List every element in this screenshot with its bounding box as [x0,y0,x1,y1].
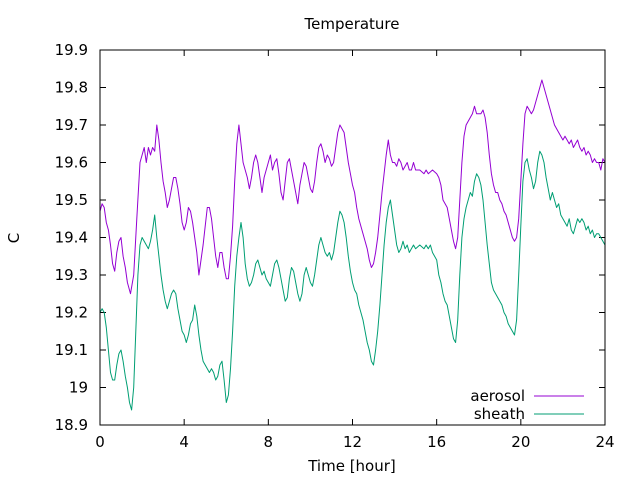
x-tick-label: 4 [179,433,189,451]
y-tick-label: 19.3 [55,266,88,284]
y-tick-label: 19.8 [55,79,88,97]
x-tick-label: 12 [343,433,362,451]
legend: aerosol sheath [470,387,584,423]
y-tick-label: 19.5 [55,191,88,209]
plot-frame [99,49,606,426]
x-tick-label: 24 [595,433,614,451]
y-tick-label: 19.1 [55,341,88,359]
series-line-sheath [99,150,606,411]
x-tick-label: 0 [95,433,105,451]
y-tick-label: 19 [69,379,88,397]
y-tick-label: 18.9 [55,416,88,434]
x-tick-label: 20 [511,433,530,451]
y-tick-label: 19.7 [55,116,88,134]
legend-label-aerosol: aerosol [470,387,525,405]
y-tick-label: 19.4 [55,229,88,247]
series-line-aerosol [99,79,606,295]
x-axis-label: Time [hour] [307,457,396,475]
y-tick-label: 19.2 [55,304,88,322]
y-axis-label: C [5,233,23,243]
series-lines [99,79,606,411]
x-tick-label: 8 [264,433,274,451]
y-tick-label: 19.9 [55,41,88,59]
y-tick-label: 19.6 [55,154,88,172]
x-tick-label: 16 [427,433,446,451]
legend-label-sheath: sheath [474,405,525,423]
chart-title: Temperature [303,15,399,33]
